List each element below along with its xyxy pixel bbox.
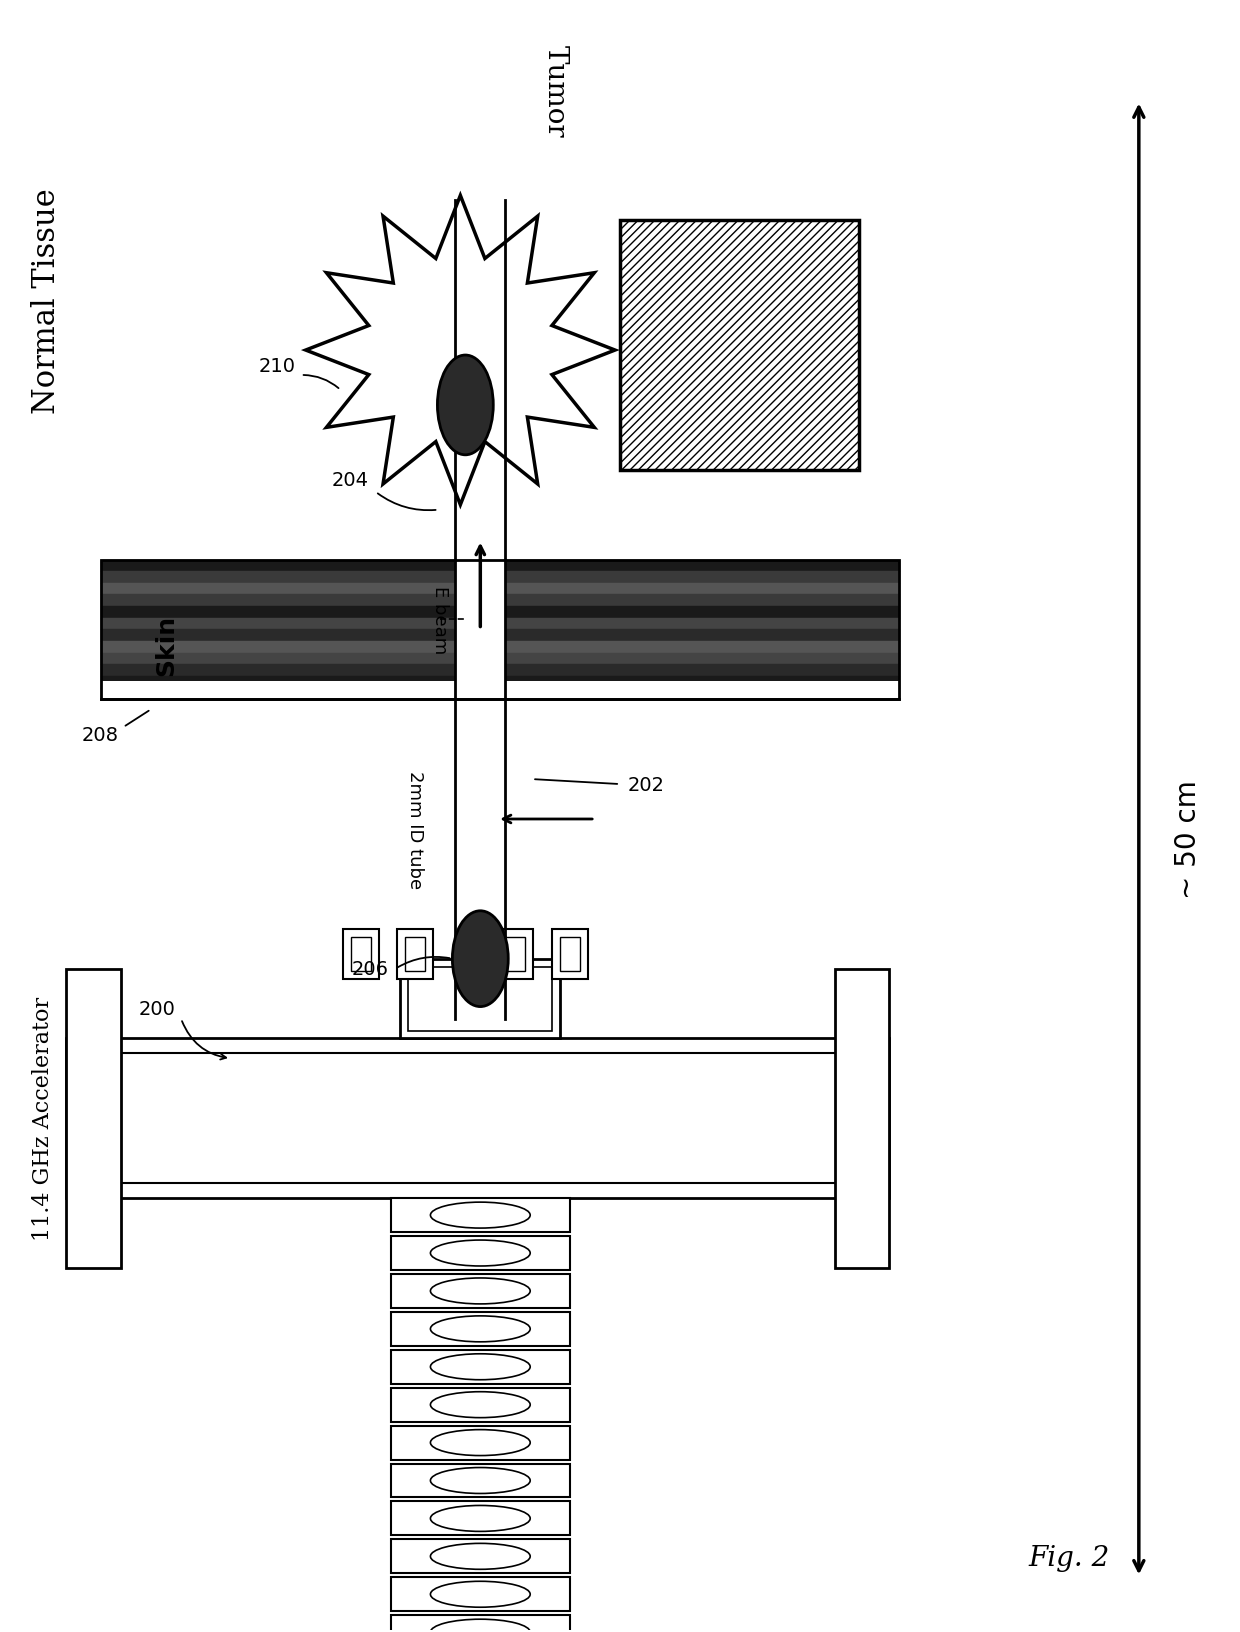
- Bar: [552, 929, 588, 979]
- Bar: [391, 1387, 570, 1421]
- Text: Fig. 2: Fig. 2: [1028, 1544, 1110, 1572]
- Bar: [391, 1426, 570, 1459]
- Bar: [497, 929, 533, 979]
- Ellipse shape: [430, 1240, 531, 1266]
- Text: Tumor: Tumor: [542, 46, 569, 137]
- Text: 2mm ID tube: 2mm ID tube: [407, 770, 424, 888]
- Bar: [455, 700, 505, 1018]
- Ellipse shape: [430, 1355, 531, 1381]
- Bar: [398, 929, 434, 979]
- Bar: [455, 560, 505, 700]
- Bar: [391, 1350, 570, 1384]
- Bar: [391, 1275, 570, 1309]
- Ellipse shape: [430, 1203, 531, 1229]
- Text: Normal Tissue: Normal Tissue: [31, 188, 62, 415]
- Ellipse shape: [430, 1467, 531, 1493]
- Bar: [391, 1237, 570, 1270]
- Bar: [455, 201, 505, 560]
- Polygon shape: [306, 196, 615, 506]
- Bar: [408, 968, 552, 1031]
- Bar: [102, 560, 899, 700]
- Bar: [66, 969, 122, 1268]
- Ellipse shape: [438, 356, 494, 455]
- Text: ~ 50 cm: ~ 50 cm: [1174, 780, 1202, 899]
- Text: E beam: E beam: [432, 586, 449, 654]
- Bar: [391, 1501, 570, 1536]
- Ellipse shape: [430, 1506, 531, 1531]
- Text: 208: 208: [82, 725, 119, 744]
- Bar: [102, 682, 899, 700]
- Bar: [351, 937, 371, 971]
- Bar: [401, 960, 560, 1040]
- Ellipse shape: [430, 1544, 531, 1570]
- Bar: [391, 1464, 570, 1498]
- Text: Skin: Skin: [154, 614, 179, 676]
- Text: 200: 200: [139, 999, 176, 1018]
- Bar: [391, 1312, 570, 1346]
- Ellipse shape: [430, 1619, 531, 1632]
- Ellipse shape: [453, 911, 508, 1007]
- Bar: [81, 1054, 874, 1183]
- Ellipse shape: [430, 1315, 531, 1342]
- Bar: [66, 1040, 889, 1198]
- Text: 210: 210: [259, 356, 295, 375]
- Bar: [342, 929, 378, 979]
- Text: 204: 204: [331, 472, 368, 490]
- Bar: [391, 1616, 570, 1632]
- Ellipse shape: [430, 1278, 531, 1304]
- Bar: [405, 937, 425, 971]
- Bar: [505, 937, 526, 971]
- Text: 206: 206: [351, 960, 388, 979]
- Bar: [835, 969, 889, 1268]
- Bar: [391, 1577, 570, 1611]
- Ellipse shape: [430, 1581, 531, 1608]
- Bar: [391, 1539, 570, 1573]
- Text: 11.4 GHz Accelerator: 11.4 GHz Accelerator: [32, 997, 55, 1240]
- Ellipse shape: [430, 1392, 531, 1418]
- Bar: [391, 1198, 570, 1232]
- Text: 202: 202: [627, 775, 665, 795]
- Ellipse shape: [430, 1430, 531, 1456]
- Bar: [560, 937, 580, 971]
- Bar: [620, 222, 859, 470]
